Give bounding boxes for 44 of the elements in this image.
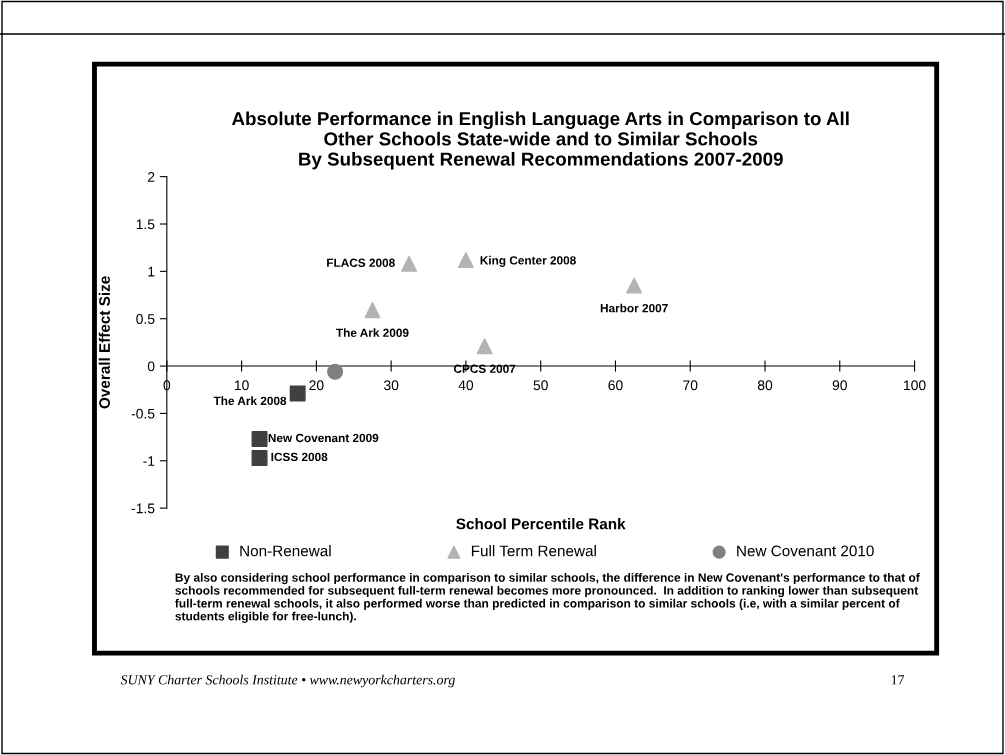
y-tick-label: 0: [147, 361, 155, 372]
y-tick-label: 1.5: [136, 219, 155, 230]
y-tick-label: 0.5: [136, 314, 155, 324]
legend-label: Full Term Renewal: [471, 545, 596, 557]
x-tick-label: 80: [757, 380, 773, 391]
chart-title: Absolute Performance in English Language Arts in Comparison to All Other Schools State-wide and to Similar Schools By Subsequent Renewal Recommendations 2007-2009: [231, 111, 849, 170]
annotation: The Ark 2008: [213, 396, 287, 406]
point: [401, 255, 418, 272]
y-tick-label: -0.5: [131, 408, 155, 419]
point: [364, 302, 381, 319]
y-tick-label: -1.5: [131, 503, 155, 514]
legend-label: Non-Renewal: [240, 545, 331, 557]
x-tick-label: 50: [533, 380, 548, 391]
annotation: CPCS 2007: [453, 364, 516, 373]
annotation: The Ark 2009: [336, 328, 409, 337]
annotation: FLACS 2008: [327, 258, 395, 267]
y-tick-label: -1: [143, 456, 155, 466]
point: [327, 363, 344, 380]
point: [289, 385, 306, 402]
point: [251, 431, 268, 447]
legend-label: New Covenant 2010: [737, 545, 874, 557]
point: [626, 277, 643, 294]
text: By also considering school performance in comparison to similar schools, the difference in New Covenant's performance to that of schools recommended for subsequent full-term renewal becomes more pronounced. In addition to ranking lower than subsequent full-term renewal schools, it also performed worse than predicted in comparison to similar schools (i.e, with a similar percent of students eligible for free-lunch).: [175, 572, 920, 623]
y-axis-title: Overall Effect Size: [98, 276, 110, 409]
x-tick-label: 30: [383, 380, 399, 391]
x-tick-label: 20: [309, 380, 324, 391]
x-tick-label: 60: [608, 380, 623, 391]
text: SUNY Charter Schools Institute • www.newyorkcharters.org: [120, 674, 455, 688]
y-tick-label: 1: [148, 266, 155, 277]
x-tick-label: 70: [683, 380, 698, 391]
point: [476, 338, 493, 355]
y-tick-label: 2: [148, 172, 155, 182]
x-tick-label: 10: [234, 380, 249, 391]
x-tick-label: 40: [458, 380, 474, 391]
annotation: Harbor 2007: [600, 303, 668, 313]
x-tick-label: 100: [904, 380, 926, 391]
annotation: New Covenant 2009: [268, 433, 379, 443]
annotation: King Center 2008: [480, 255, 576, 267]
x-tick-label: 90: [832, 380, 847, 391]
text: 17: [891, 675, 905, 685]
point: [457, 252, 474, 268]
annotation: ICSS 2008: [271, 452, 328, 462]
point: [251, 449, 268, 466]
x-axis-title: School Percentile Rank: [456, 518, 626, 530]
